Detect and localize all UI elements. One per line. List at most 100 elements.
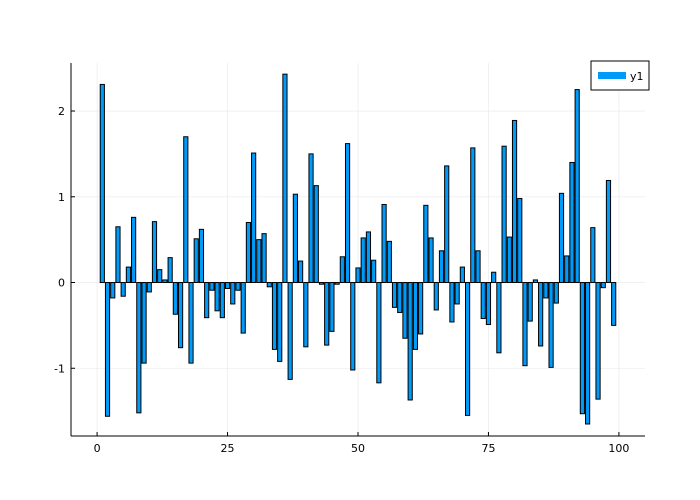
bar — [501, 145, 507, 284]
bar — [303, 282, 309, 348]
bar — [506, 236, 512, 284]
bar — [371, 259, 377, 284]
bar — [543, 282, 549, 299]
bar — [292, 193, 298, 284]
x-tick-label: 100 — [608, 442, 629, 455]
bar — [496, 282, 502, 354]
bar — [407, 282, 413, 401]
bar — [308, 153, 314, 284]
bar — [491, 271, 497, 284]
bar — [376, 282, 382, 384]
x-tick-label: 50 — [351, 442, 365, 455]
bar — [423, 204, 429, 284]
bar — [355, 267, 361, 284]
bar — [470, 147, 476, 284]
bar — [298, 260, 304, 284]
bar — [438, 250, 445, 284]
bar — [475, 250, 481, 284]
x-axis-ticks: 0 25 50 75 100 — [94, 432, 629, 455]
bar — [485, 282, 492, 326]
bar — [214, 282, 220, 312]
bar — [480, 282, 486, 320]
bar — [360, 237, 366, 284]
bar — [564, 255, 570, 284]
bar — [334, 282, 340, 285]
bar — [198, 228, 205, 284]
bar — [204, 282, 210, 319]
x-tick-label: 0 — [94, 442, 101, 455]
y-tick-label: 0 — [58, 277, 65, 290]
bar — [167, 257, 173, 284]
bar — [579, 282, 585, 415]
y-axis-ticks: -1 0 1 2 — [54, 105, 75, 375]
bar — [115, 226, 121, 284]
bar — [569, 161, 575, 284]
x-tick-label: 25 — [221, 442, 235, 455]
bar — [277, 282, 283, 362]
bar — [131, 216, 137, 284]
bar — [574, 89, 580, 284]
bar — [157, 269, 163, 284]
bar — [287, 282, 293, 380]
bar — [444, 165, 450, 284]
bar — [350, 282, 356, 371]
bar — [245, 221, 252, 284]
bar — [585, 282, 591, 425]
bar — [548, 282, 554, 368]
bar — [454, 282, 460, 305]
bar — [266, 282, 272, 288]
bar — [256, 239, 262, 284]
bar — [146, 282, 152, 293]
bar — [240, 282, 246, 334]
bar — [224, 282, 231, 290]
bar — [251, 152, 257, 284]
bar — [99, 83, 105, 284]
bar — [412, 282, 418, 350]
bar — [418, 282, 424, 335]
legend-swatch-y1 — [598, 72, 626, 79]
bar — [558, 192, 565, 284]
bar — [611, 282, 617, 326]
bar — [329, 282, 335, 332]
bar — [517, 197, 523, 284]
bar — [209, 282, 215, 291]
bar — [136, 282, 142, 414]
bar — [511, 119, 518, 284]
bar — [313, 185, 319, 284]
bar — [459, 266, 465, 284]
bar — [600, 282, 606, 289]
bar — [177, 282, 184, 349]
bar — [428, 237, 434, 284]
bar — [183, 136, 189, 284]
bar — [522, 282, 528, 367]
bar — [365, 231, 372, 284]
bar — [532, 279, 539, 284]
bar — [391, 282, 398, 308]
bar — [162, 279, 168, 284]
bar — [125, 266, 131, 284]
bar — [151, 221, 158, 284]
bar — [120, 282, 126, 297]
bar — [219, 282, 225, 319]
bar — [324, 282, 330, 346]
bar — [271, 282, 278, 350]
bar — [397, 282, 403, 314]
bar — [230, 282, 236, 305]
bar — [141, 282, 147, 364]
bar — [235, 282, 241, 291]
y-tick-label: 1 — [58, 191, 65, 204]
legend: y1 — [590, 60, 650, 91]
bar — [553, 282, 559, 304]
bar — [433, 282, 439, 311]
bar — [381, 203, 387, 284]
bar — [344, 143, 351, 284]
bar — [110, 282, 116, 299]
bar — [104, 282, 111, 417]
bar — [538, 282, 544, 347]
bar — [527, 282, 533, 322]
bar — [402, 282, 408, 339]
bar — [282, 73, 288, 284]
bar — [193, 238, 199, 284]
y-tick-label: 2 — [58, 105, 65, 118]
